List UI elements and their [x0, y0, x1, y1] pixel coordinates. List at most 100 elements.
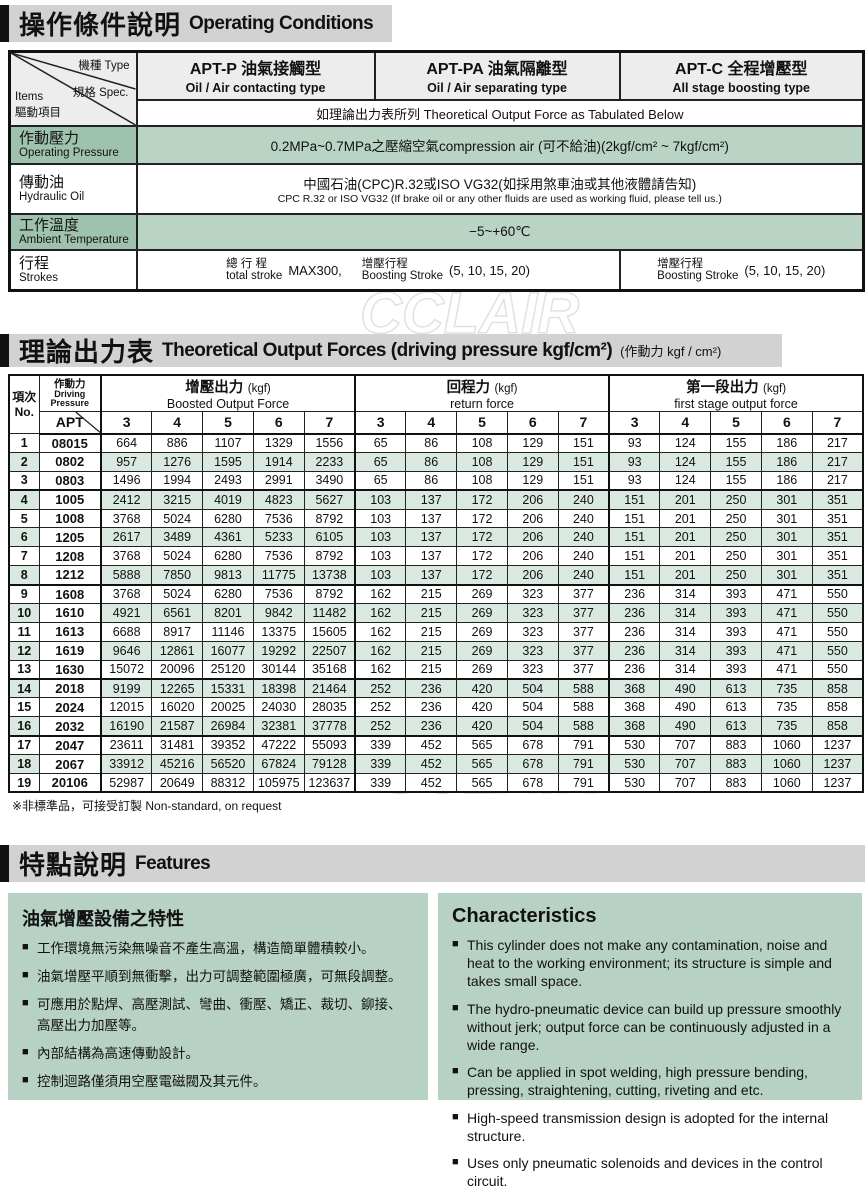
first-stage-value: 393 [710, 659, 762, 680]
boost-value: 20649 [151, 773, 204, 793]
first-stage-value: 201 [659, 489, 712, 510]
row-no: 3 [8, 470, 40, 491]
boost-value: 15605 [303, 621, 356, 642]
row-no: 5 [8, 508, 40, 529]
label-en: Operating Pressure [19, 147, 119, 160]
first-stage-value: 201 [659, 546, 712, 567]
features-en-title: Characteristics [452, 905, 597, 927]
bullet-marker-icon: ■ [452, 1155, 459, 1168]
first-stage-value: 707 [659, 754, 712, 775]
force-row: 5 1008 3768 5024 6280 7536 8792 103 137 172 206 240… [8, 508, 864, 529]
boost-value: 123637 [303, 773, 356, 793]
boost-value: 3490 [303, 470, 356, 491]
row-model: 20106 [38, 773, 102, 793]
boost-value: 7536 [252, 583, 305, 605]
force-row: 14 2018 9199 12265 15331 18398 21464 252 236 420 5… [8, 678, 864, 699]
boost-value: 11146 [202, 621, 254, 642]
return-value: 452 [405, 734, 458, 756]
return-value: 791 [557, 734, 610, 756]
boost-value: 47222 [252, 734, 305, 756]
return-value: 236 [405, 697, 458, 718]
return-value: 103 [354, 565, 407, 586]
boost-value: 1107 [202, 433, 254, 453]
first-stage-value: 735 [760, 697, 813, 718]
boost-value: 12265 [151, 678, 204, 699]
return-value: 420 [456, 697, 508, 718]
feature-bullet: ■ Uses only pneumatic solenoids and devic… [452, 1154, 848, 1190]
first-stage-value: 735 [760, 678, 813, 699]
bullet-text: Uses only pneumatic solenoids and device… [467, 1154, 823, 1190]
force-row: 9 1608 3768 5024 6280 7536 8792 162 215 269 323 377… [8, 583, 864, 605]
boost-value: 56520 [202, 754, 254, 775]
row-label-oil: 傳動油 Hydraulic Oil [8, 163, 138, 215]
boost-value: 20025 [202, 697, 254, 718]
row-model: 1613 [38, 621, 102, 642]
first-stage-value: 707 [659, 734, 712, 756]
pressure-header-cell: 4 [659, 411, 712, 435]
return-value: 215 [405, 583, 458, 605]
return-value: 588 [557, 697, 610, 718]
forces-table-body: 1 08015 664 886 1107 1329 1556 65 86 108 129 151 93 1… [8, 433, 864, 793]
first-stage-value: 883 [710, 734, 762, 756]
header-accent-bar [0, 845, 9, 882]
model-name: APT-PA 油氣隔離型 [426, 61, 568, 78]
return-value: 65 [354, 451, 407, 472]
bullet-text: 工作環境無污染無噪音不產生高溫，構造簡單體積較小。 [37, 941, 375, 956]
return-value: 339 [354, 754, 407, 775]
row-model: 0803 [38, 470, 102, 491]
first-stage-value: 151 [608, 508, 661, 529]
row-no: 4 [8, 489, 40, 510]
pressure-header-cell: 6 [760, 411, 813, 435]
group-en: return force [450, 397, 514, 411]
boost-stroke-en: Boosting Stroke [657, 270, 739, 283]
boost-value: 4921 [100, 603, 153, 623]
bullet-marker-icon: ■ [452, 1065, 459, 1078]
boost-value: 31481 [151, 734, 204, 756]
first-stage-value: 530 [608, 773, 661, 793]
row-model: 2032 [38, 716, 102, 737]
boost-value: 7850 [151, 565, 204, 586]
feature-bullet: ■ This cylinder does not make any contami… [452, 936, 848, 991]
section-title-zh: 操作條件說明 [19, 10, 182, 40]
row-label-pressure: 作動壓力 Operating Pressure [8, 125, 138, 165]
force-row: 3 0803 1496 1994 2493 2991 3490 65 86 108 129 151 93… [8, 470, 864, 491]
row-no: 9 [8, 583, 40, 605]
return-value: 206 [506, 489, 559, 510]
first-stage-value: 613 [710, 716, 762, 737]
first-stage-value: 151 [608, 565, 661, 586]
boost-value: 1496 [100, 470, 153, 491]
return-value: 452 [405, 754, 458, 775]
first-stage-value: 301 [760, 527, 813, 548]
first-stage-value: 250 [710, 546, 762, 567]
forces-header: 理論出力表 Theoretical Output Forces (driving… [0, 334, 782, 367]
first-stage-value: 351 [811, 527, 864, 548]
boost-value: 20096 [151, 659, 204, 680]
total-stroke-en: total stroke [226, 270, 283, 283]
corner-type-label: 機種 Type [78, 60, 130, 72]
boost-value: 3768 [100, 546, 153, 567]
operating-conditions-header: 操作條件說明 Operating Conditions [0, 5, 392, 42]
row-no: 6 [8, 527, 40, 548]
first-stage-value: 155 [710, 470, 762, 491]
section-title-zh: 特點說明 [19, 850, 128, 880]
return-value: 269 [456, 640, 508, 661]
feature-bullet: ■ 可應用於點焊、高壓測試、彎曲、衝壓、矯正、裁切、鉚接、高壓出力加壓等。 [22, 995, 414, 1037]
first-stage-value: 883 [710, 754, 762, 775]
pressure-value: 0.2MPa~0.7MPa之壓縮空氣compression air (可不給油)… [135, 125, 865, 165]
first-stage-value: 186 [760, 433, 813, 453]
boost-value: 6561 [151, 603, 204, 623]
return-value: 206 [506, 508, 559, 529]
boost-value: 26984 [202, 716, 254, 737]
boost-value: 25120 [202, 659, 254, 680]
row-no: 1 [8, 433, 40, 453]
boost-value: 11482 [303, 603, 356, 623]
boost-value: 4361 [202, 527, 254, 548]
boost-stroke-value: (5, 10, 15, 20) [448, 262, 530, 278]
label-en: Hydraulic Oil [19, 191, 85, 204]
boost-value: 5024 [151, 546, 204, 567]
col-header-apt: APT [38, 411, 102, 435]
boost-value: 88312 [202, 773, 254, 793]
first-stage-value: 201 [659, 508, 712, 529]
header-accent-bar [0, 334, 9, 367]
first-stage-value: 471 [760, 659, 813, 680]
